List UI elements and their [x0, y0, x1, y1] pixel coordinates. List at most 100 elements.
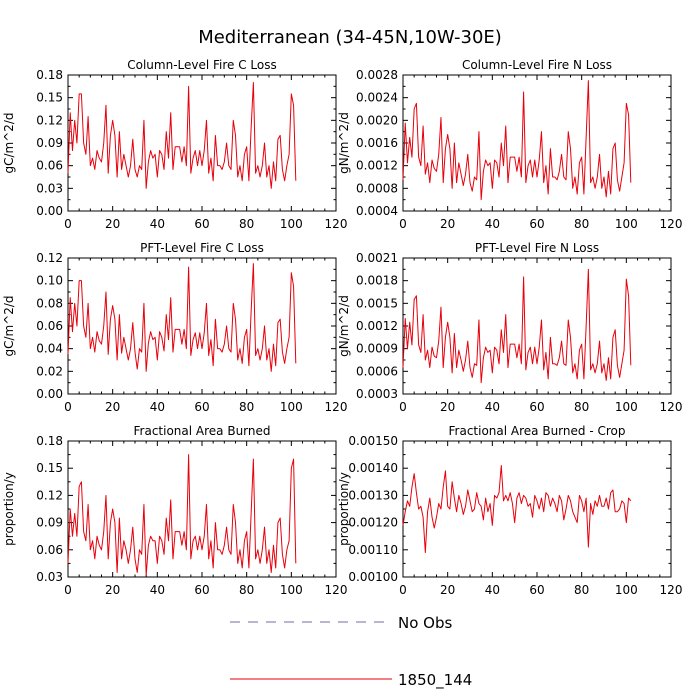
- x-tick-label: 40: [485, 583, 500, 597]
- x-tick-label: 120: [325, 217, 348, 231]
- x-tick-label: 60: [194, 400, 209, 414]
- y-tick-label: 0.0028: [356, 68, 398, 82]
- panel-title: PFT-Level Fire N Loss: [475, 241, 599, 255]
- x-tick-label: 120: [660, 583, 683, 597]
- x-tick-label: 40: [150, 400, 165, 414]
- panel-title: Fractional Area Burned - Crop: [449, 424, 626, 438]
- y-tick-label: 0.00100: [348, 570, 398, 584]
- y-tick-label: 0.0004: [356, 204, 398, 218]
- y-tick-label: 0.00: [36, 387, 63, 401]
- y-tick-label: 0.04: [36, 342, 63, 356]
- x-tick-label: 80: [239, 217, 254, 231]
- series-line: [402, 268, 632, 384]
- plot-frame: [67, 74, 337, 212]
- y-tick-label: 0.15: [36, 91, 63, 105]
- plot-frame: [67, 257, 337, 395]
- y-tick-label: 0.09: [36, 516, 63, 530]
- panel-title: Fractional Area Burned: [134, 424, 271, 438]
- y-tick-label: 0.0012: [356, 319, 398, 333]
- legend-label-no-obs: No Obs: [398, 614, 452, 632]
- x-tick-label: 80: [574, 217, 589, 231]
- y-tick-label: 0.15: [36, 461, 63, 475]
- x-tick-label: 100: [615, 400, 638, 414]
- y-tick-label: 0.18: [36, 434, 63, 448]
- chart-panels: Column-Level Fire C Loss gC/m^2/d 0 20 40 60 8…: [2, 58, 682, 597]
- chart-panel-1: Column-Level Fire C Loss gC/m^2/d 0 20 40 60 8…: [2, 58, 347, 231]
- y-tick-label: 0.09: [36, 136, 63, 150]
- legend-label-1850-144: 1850_144: [398, 671, 472, 690]
- x-tick-label: 0: [64, 217, 72, 231]
- y-tick-label: 0.0015: [356, 296, 398, 310]
- y-tick-label: 0.0020: [356, 113, 398, 127]
- y-tick-label: 0.0024: [356, 91, 398, 105]
- y-axis-label: proportion/y: [337, 472, 351, 546]
- y-tick-label: 0.0016: [356, 136, 398, 150]
- y-tick-label: 0.03: [36, 570, 63, 584]
- chart-panel-6: Fractional Area Burned - Crop proportion/…: [337, 424, 682, 597]
- x-tick-label: 120: [325, 400, 348, 414]
- y-axis-label: gN/m^2/d: [337, 112, 351, 174]
- x-tick-label: 40: [485, 400, 500, 414]
- series-line: [402, 464, 632, 554]
- x-tick-label: 100: [280, 217, 303, 231]
- y-tick-label: 0.00120: [348, 516, 398, 530]
- x-tick-label: 20: [440, 400, 455, 414]
- series-line: [67, 454, 297, 576]
- x-tick-label: 0: [399, 583, 407, 597]
- figure-title: Mediterranean (34-45N,10W-30E): [198, 27, 502, 48]
- x-tick-label: 120: [325, 583, 348, 597]
- y-tick-label: 0.0018: [356, 274, 398, 288]
- x-tick-label: 80: [574, 400, 589, 414]
- y-axis-label: gC/m^2/d: [2, 112, 16, 173]
- x-tick-label: 100: [615, 583, 638, 597]
- x-tick-label: 20: [105, 400, 120, 414]
- y-tick-label: 0.08: [36, 296, 63, 310]
- y-tick-label: 0.12: [36, 251, 63, 265]
- x-tick-label: 120: [660, 400, 683, 414]
- y-tick-label: 0.06: [36, 159, 63, 173]
- y-tick-label: 0.0003: [356, 387, 398, 401]
- y-tick-label: 0.0009: [356, 342, 398, 356]
- x-tick-label: 20: [105, 217, 120, 231]
- chart-panel-5: Fractional Area Burned proportion/y 0 20 40 6…: [2, 424, 347, 597]
- y-axis-label: gC/m^2/d: [2, 295, 16, 356]
- y-tick-label: 0.00150: [348, 434, 398, 448]
- panel-title: Column-Level Fire C Loss: [127, 58, 277, 72]
- x-tick-label: 40: [150, 217, 165, 231]
- y-tick-label: 0.06: [36, 543, 63, 557]
- y-tick-label: 0.03: [36, 181, 63, 195]
- x-tick-label: 20: [440, 217, 455, 231]
- x-tick-label: 60: [194, 217, 209, 231]
- plot-frame: [402, 74, 672, 212]
- x-tick-label: 60: [529, 217, 544, 231]
- x-tick-label: 0: [399, 400, 407, 414]
- y-tick-label: 0.06: [36, 319, 63, 333]
- y-tick-label: 0.00110: [348, 543, 398, 557]
- chart-panel-2: Column-Level Fire N Loss gN/m^2/d 0 20 40 60 8…: [337, 58, 682, 231]
- x-tick-label: 20: [440, 583, 455, 597]
- y-tick-label: 0.12: [36, 488, 63, 502]
- x-tick-label: 0: [64, 583, 72, 597]
- y-tick-label: 0.0021: [356, 251, 398, 265]
- y-tick-label: 0.0012: [356, 159, 398, 173]
- series-line: [67, 82, 297, 189]
- series-line: [402, 80, 632, 201]
- x-tick-label: 60: [529, 400, 544, 414]
- panel-title: PFT-Level Fire C Loss: [140, 241, 264, 255]
- x-tick-label: 100: [280, 400, 303, 414]
- x-tick-label: 60: [529, 583, 544, 597]
- x-tick-label: 20: [105, 583, 120, 597]
- panel-title: Column-Level Fire N Loss: [462, 58, 612, 72]
- chart-panel-4: PFT-Level Fire N Loss gN/m^2/d 0 20 40 60 80 10…: [337, 241, 682, 414]
- y-tick-label: 0.00130: [348, 488, 398, 502]
- x-tick-label: 80: [574, 583, 589, 597]
- y-tick-label: 0.0008: [356, 181, 398, 195]
- x-tick-label: 0: [64, 400, 72, 414]
- plot-frame: [402, 257, 672, 395]
- x-tick-label: 40: [485, 217, 500, 231]
- y-tick-label: 0.00140: [348, 461, 398, 475]
- x-tick-label: 100: [280, 583, 303, 597]
- plot-frame: [402, 440, 672, 578]
- series-line: [67, 263, 297, 372]
